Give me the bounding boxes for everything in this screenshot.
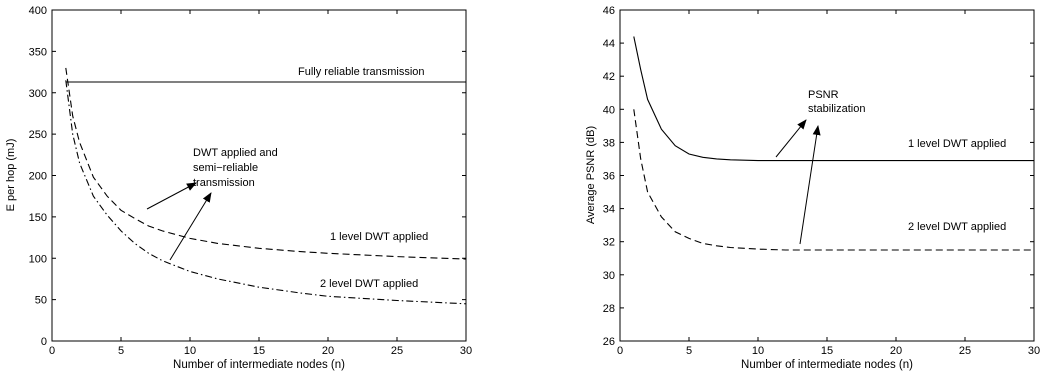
y-tick-label: 32: [603, 237, 615, 249]
y-axis-ticks: 0 50 100 150 200 250 300 350 400: [29, 5, 466, 348]
annotation-fully-reliable: Fully reliable transmission: [298, 66, 425, 78]
x-axis-label: Number of intermediate nodes (n): [741, 359, 913, 371]
x-tick-label: 25: [391, 345, 403, 357]
energy-chart: 0 5 10 15 20 25 30 0 50 100 150 200 250 300 350 400 Nu…: [5, 5, 472, 371]
annotation-arrow-1: [775, 119, 807, 158]
x-tick-label: 20: [890, 345, 902, 357]
y-tick-label: 350: [29, 46, 47, 58]
x-tick-label: 15: [253, 345, 265, 357]
x-tick-label: 30: [460, 345, 472, 357]
annotation-arrow-2: [799, 125, 821, 245]
y-tick-label: 50: [35, 295, 47, 307]
x-tick-label: 20: [322, 345, 334, 357]
series-lines: [65, 67, 467, 305]
annotation-arrow-1: [146, 182, 197, 210]
annotation-stabilization: stabilization: [808, 103, 865, 115]
annotation-2-level: 2 level DWT applied: [320, 278, 418, 290]
x-tick-label: 0: [49, 345, 55, 357]
y-tick-label: 200: [29, 171, 47, 183]
y-tick-label: 34: [603, 204, 615, 216]
y-tick-label: 150: [29, 212, 47, 224]
annotation-dwt-applied: DWT applied and: [193, 147, 278, 159]
annotation-semi-reliable: semi−reliable: [193, 162, 258, 174]
x-axis-ticks: 0 5 10 15 20 25 30: [617, 10, 1040, 357]
x-tick-label: 10: [752, 345, 764, 357]
plot-area-frame: [51, 9, 467, 342]
annotation-2-level: 2 level DWT applied: [908, 221, 1006, 233]
series-line-1: [633, 109, 1034, 251]
y-tick-label: 26: [603, 336, 615, 348]
series-lines: [633, 36, 1034, 251]
y-tick-label: 40: [603, 104, 615, 116]
x-axis-ticks: 0 5 10 15 20 25 30: [49, 10, 472, 357]
y-axis-label: Average PSNR (dB): [585, 126, 597, 224]
x-axis-label: Number of intermediate nodes (n): [173, 359, 345, 371]
annotation-1-level: 1 level DWT applied: [330, 231, 428, 243]
x-tick-label: 0: [617, 345, 623, 357]
y-tick-label: 46: [603, 5, 615, 17]
plot-area-frame: [619, 9, 1035, 342]
y-tick-label: 0: [41, 336, 47, 348]
y-axis-ticks: 26 28 30 32 34 36 38 40 42 44 46: [603, 5, 1034, 348]
annotation-1-level: 1 level DWT applied: [908, 138, 1006, 150]
x-tick-label: 5: [118, 345, 124, 357]
x-tick-label: 5: [686, 345, 692, 357]
y-tick-label: 36: [603, 171, 615, 183]
x-tick-label: 10: [184, 345, 196, 357]
annotation-transmission: transmission: [193, 177, 255, 189]
x-tick-label: 30: [1028, 345, 1040, 357]
y-tick-label: 400: [29, 5, 47, 17]
x-tick-label: 25: [959, 345, 971, 357]
y-tick-label: 38: [603, 137, 615, 149]
y-tick-label: 30: [603, 270, 615, 282]
y-tick-label: 100: [29, 253, 47, 265]
series-line-2: [65, 80, 467, 305]
series-line-0: [633, 36, 1034, 162]
annotation-psnr: PSNR: [808, 89, 839, 101]
series-line-1: [65, 67, 467, 260]
y-tick-label: 28: [603, 303, 615, 315]
x-tick-label: 15: [821, 345, 833, 357]
y-tick-label: 42: [603, 71, 615, 83]
y-tick-label: 300: [29, 88, 47, 100]
y-tick-label: 44: [603, 38, 615, 50]
y-axis-label: E per hop (mJ): [5, 139, 17, 212]
annotation-arrow-2: [169, 192, 212, 261]
y-tick-label: 250: [29, 129, 47, 141]
psnr-chart: 0 5 10 15 20 25 30 26 28 30 32 34 36 38 40 42 44 46 Numb…: [585, 5, 1040, 371]
